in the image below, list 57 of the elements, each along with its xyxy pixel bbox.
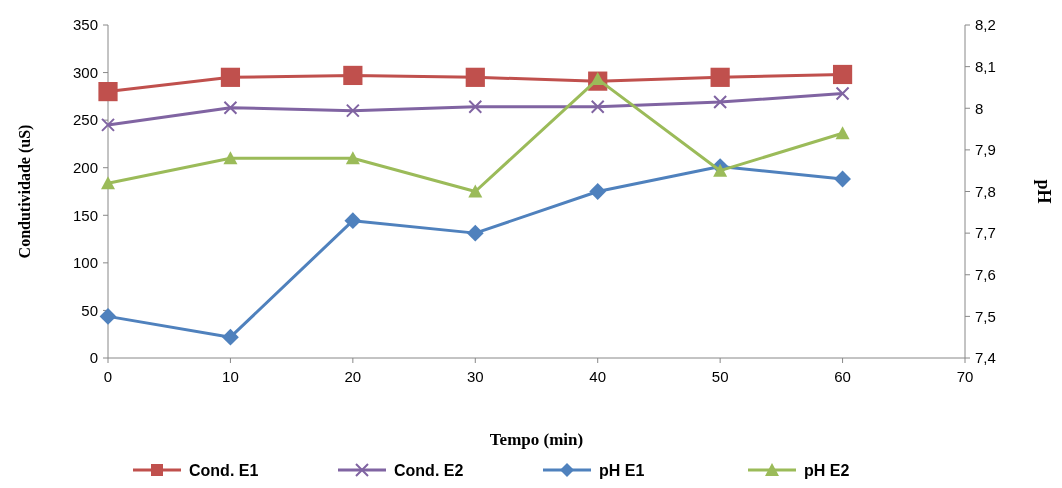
x-tick-label: 70 bbox=[956, 368, 974, 385]
y2-tick-label: 8,2 bbox=[975, 16, 996, 34]
y-tick-label: 350 bbox=[72, 16, 98, 34]
point bbox=[468, 99, 483, 114]
y-axis-title: Condutividade (uS) bbox=[16, 124, 34, 259]
y2-tick-label: 8,1 bbox=[975, 57, 996, 75]
x-tick-label: 20 bbox=[344, 368, 362, 385]
legend-label: Cond. E1 bbox=[189, 461, 259, 479]
y-tick-label: 0 bbox=[89, 349, 98, 367]
point bbox=[345, 151, 360, 165]
point bbox=[589, 183, 607, 200]
point bbox=[345, 103, 360, 118]
x-tick-label: 50 bbox=[711, 368, 729, 385]
y-tick-label: 150 bbox=[72, 206, 98, 224]
legend-label: Cond. E2 bbox=[394, 461, 464, 479]
point bbox=[101, 117, 115, 132]
point bbox=[835, 126, 850, 140]
point bbox=[713, 95, 728, 110]
x-tick-label: 10 bbox=[222, 368, 239, 385]
x-tick-label: 60 bbox=[834, 368, 851, 385]
point bbox=[465, 67, 485, 87]
y-tick-label: 300 bbox=[72, 63, 98, 81]
x-tick-label: 0 bbox=[103, 368, 113, 385]
x-tick-label: 30 bbox=[466, 368, 484, 385]
y-tick-label: 200 bbox=[72, 158, 98, 176]
point bbox=[835, 86, 850, 101]
x-axis-title: Tempo (min) bbox=[489, 430, 584, 449]
y-tick-label: 250 bbox=[72, 111, 98, 129]
y2-axis-title: pH bbox=[1034, 179, 1054, 204]
point bbox=[220, 67, 241, 87]
point bbox=[834, 170, 851, 188]
point bbox=[466, 224, 484, 242]
point bbox=[101, 176, 115, 190]
y2-tick-label: 7,8 bbox=[975, 182, 996, 200]
point bbox=[344, 212, 362, 230]
x-tick-label: 40 bbox=[589, 368, 607, 385]
point bbox=[223, 151, 238, 165]
y2-tick-label: 7,6 bbox=[975, 266, 996, 283]
legend-label: pH E2 bbox=[804, 461, 850, 479]
y-tick-label: 50 bbox=[81, 301, 98, 319]
point bbox=[223, 100, 238, 115]
point bbox=[710, 67, 730, 87]
y2-tick-label: 7,7 bbox=[975, 224, 996, 242]
point bbox=[99, 307, 117, 325]
point bbox=[222, 328, 239, 346]
y2-tick-label: 8 bbox=[975, 99, 984, 117]
point bbox=[468, 184, 483, 198]
y2-tick-label: 7,4 bbox=[975, 349, 996, 367]
y-tick-label: 100 bbox=[72, 254, 98, 272]
point bbox=[590, 99, 605, 114]
point bbox=[832, 64, 853, 85]
y2-tick-label: 7,5 bbox=[975, 307, 996, 325]
legend-label: pH E1 bbox=[599, 461, 645, 479]
point bbox=[343, 65, 363, 86]
point bbox=[98, 82, 118, 102]
point bbox=[713, 163, 728, 177]
y2-tick-label: 7,9 bbox=[975, 141, 996, 159]
